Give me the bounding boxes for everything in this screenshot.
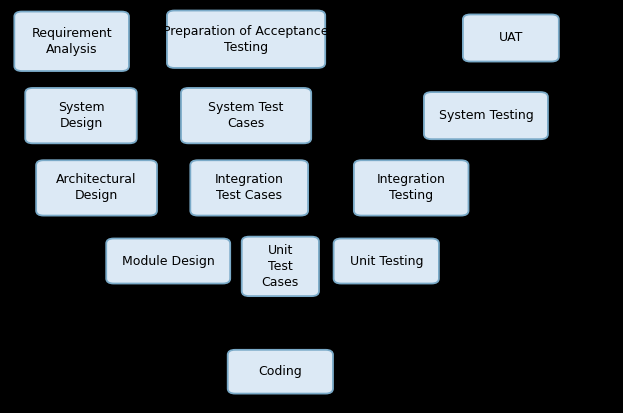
Text: System
Design: System Design (58, 101, 104, 130)
Text: Requirement
Analysis: Requirement Analysis (31, 27, 112, 56)
FancyBboxPatch shape (424, 92, 548, 139)
Text: Unit
Test
Cases: Unit Test Cases (262, 244, 299, 289)
Text: Integration
Test Cases: Integration Test Cases (215, 173, 283, 202)
FancyBboxPatch shape (463, 14, 559, 62)
FancyBboxPatch shape (228, 350, 333, 394)
Text: Coding: Coding (259, 365, 302, 378)
Text: Module Design: Module Design (122, 254, 214, 268)
Text: Unit Testing: Unit Testing (350, 254, 423, 268)
FancyBboxPatch shape (106, 238, 231, 283)
Text: Preparation of Acceptance
Testing: Preparation of Acceptance Testing (163, 25, 329, 54)
FancyBboxPatch shape (181, 88, 311, 143)
FancyBboxPatch shape (354, 160, 468, 216)
FancyBboxPatch shape (36, 160, 157, 216)
FancyBboxPatch shape (334, 238, 439, 283)
Text: System Test
Cases: System Test Cases (209, 101, 283, 130)
Text: System Testing: System Testing (439, 109, 533, 122)
Text: UAT: UAT (498, 31, 523, 45)
FancyBboxPatch shape (14, 12, 129, 71)
FancyBboxPatch shape (191, 160, 308, 216)
Text: Architectural
Design: Architectural Design (56, 173, 137, 202)
FancyBboxPatch shape (242, 237, 319, 296)
FancyBboxPatch shape (26, 88, 137, 143)
Text: Integration
Testing: Integration Testing (377, 173, 445, 202)
FancyBboxPatch shape (167, 10, 325, 68)
